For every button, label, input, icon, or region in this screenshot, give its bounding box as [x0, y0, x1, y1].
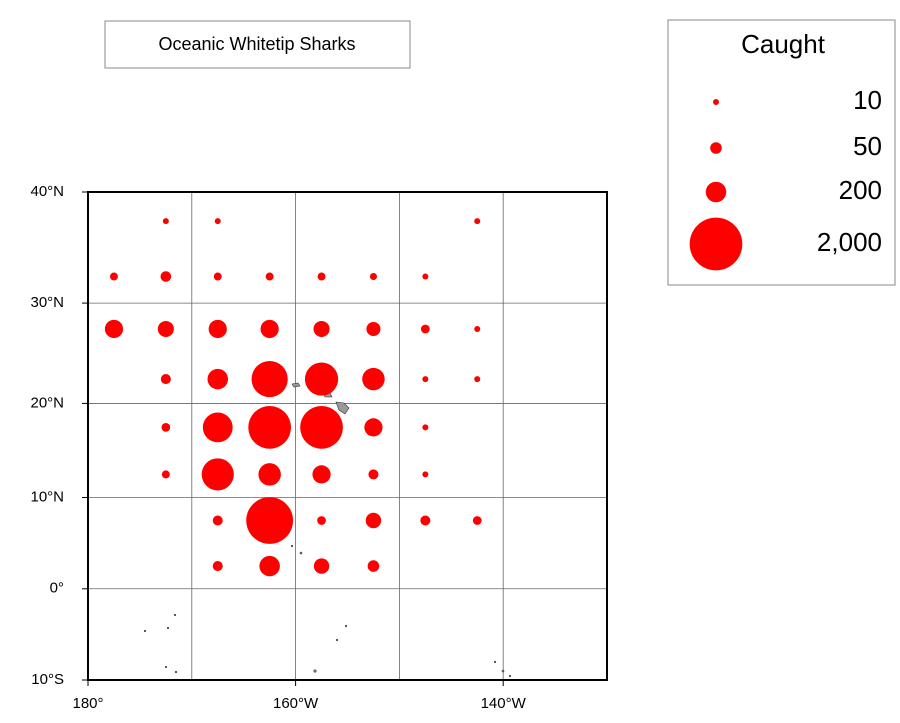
island	[493, 660, 497, 664]
catch-bubble	[258, 463, 281, 486]
island	[291, 382, 301, 388]
y-tick-label: 10°N	[30, 489, 64, 506]
catch-bubble	[248, 406, 292, 449]
catch-bubble	[162, 218, 169, 225]
catch-bubble	[474, 325, 481, 332]
catch-bubble	[208, 319, 227, 339]
legend-bubble	[689, 217, 743, 271]
x-tick-label: 140°W	[481, 695, 527, 712]
catch-bubble	[367, 560, 380, 572]
catch-bubble	[157, 320, 174, 337]
y-tick-label: 30°N	[30, 294, 64, 311]
legend-title: Caught	[741, 29, 826, 59]
catch-bubble	[213, 272, 222, 281]
y-tick-label: 20°N	[30, 394, 64, 411]
catch-bubble	[366, 321, 381, 337]
island	[501, 669, 505, 673]
catch-bubble	[160, 271, 172, 282]
catch-bubble	[422, 424, 429, 431]
island	[335, 638, 339, 642]
catch-bubble	[313, 320, 330, 337]
y-tick-label: 0°	[50, 580, 64, 597]
catch-bubble	[212, 561, 223, 572]
island	[173, 613, 177, 617]
catch-bubble	[422, 471, 429, 478]
map-frame	[87, 191, 608, 681]
legend-label: 2,000	[817, 227, 882, 257]
catch-bubble	[312, 465, 331, 484]
island	[164, 665, 168, 669]
catch-bubble	[313, 558, 330, 574]
legend-label: 50	[853, 131, 882, 161]
catch-bubble	[251, 360, 288, 398]
y-tick-label: 40°N	[30, 183, 64, 200]
catch-bubble	[369, 272, 377, 281]
catch-bubble	[474, 218, 481, 225]
catch-bubble	[422, 273, 429, 280]
catch-bubble	[420, 324, 430, 334]
catch-bubble	[472, 516, 482, 525]
island	[166, 626, 170, 630]
legend-label: 10	[853, 85, 882, 115]
legend-bubble	[705, 181, 727, 203]
x-tick-label: 180°	[72, 695, 103, 712]
island	[335, 401, 350, 415]
catch-bubble	[214, 218, 221, 225]
island	[508, 674, 512, 678]
y-tick-label: 10°S	[31, 671, 64, 688]
catch-bubble	[202, 412, 233, 443]
catch-bubble	[207, 368, 228, 390]
catch-bubble	[304, 362, 339, 396]
catch-bubble	[109, 272, 118, 281]
island	[299, 551, 303, 555]
title-box	[104, 20, 411, 69]
legend-bubble	[713, 99, 719, 105]
catch-bubble	[160, 374, 171, 385]
catch-bubble	[161, 470, 170, 479]
catch-bubble	[422, 376, 429, 383]
catch-bubble	[104, 319, 124, 339]
island	[344, 624, 348, 628]
catch-bubble	[364, 418, 383, 437]
catch-bubble	[260, 319, 279, 339]
catch-bubble	[212, 515, 223, 526]
catch-bubble	[265, 272, 274, 281]
catch-bubble	[201, 458, 234, 491]
map-title: Oceanic Whitetip Sharks	[158, 34, 355, 54]
catch-bubble	[246, 497, 294, 544]
catch-bubble	[365, 512, 382, 529]
island	[313, 669, 317, 673]
catch-bubble	[317, 272, 326, 281]
island	[143, 629, 147, 633]
island	[174, 670, 178, 674]
island	[290, 544, 294, 548]
catch-bubble	[300, 406, 343, 449]
catch-bubble	[317, 516, 326, 525]
catch-bubble	[474, 376, 481, 383]
catch-bubble	[161, 423, 171, 432]
catch-bubble	[420, 515, 431, 526]
catch-bubble	[259, 555, 280, 577]
legend-bubble	[710, 142, 722, 154]
catch-bubble	[368, 469, 379, 480]
catch-bubble	[362, 367, 385, 391]
x-tick-label: 160°W	[273, 695, 319, 712]
legend-label: 200	[839, 175, 882, 205]
